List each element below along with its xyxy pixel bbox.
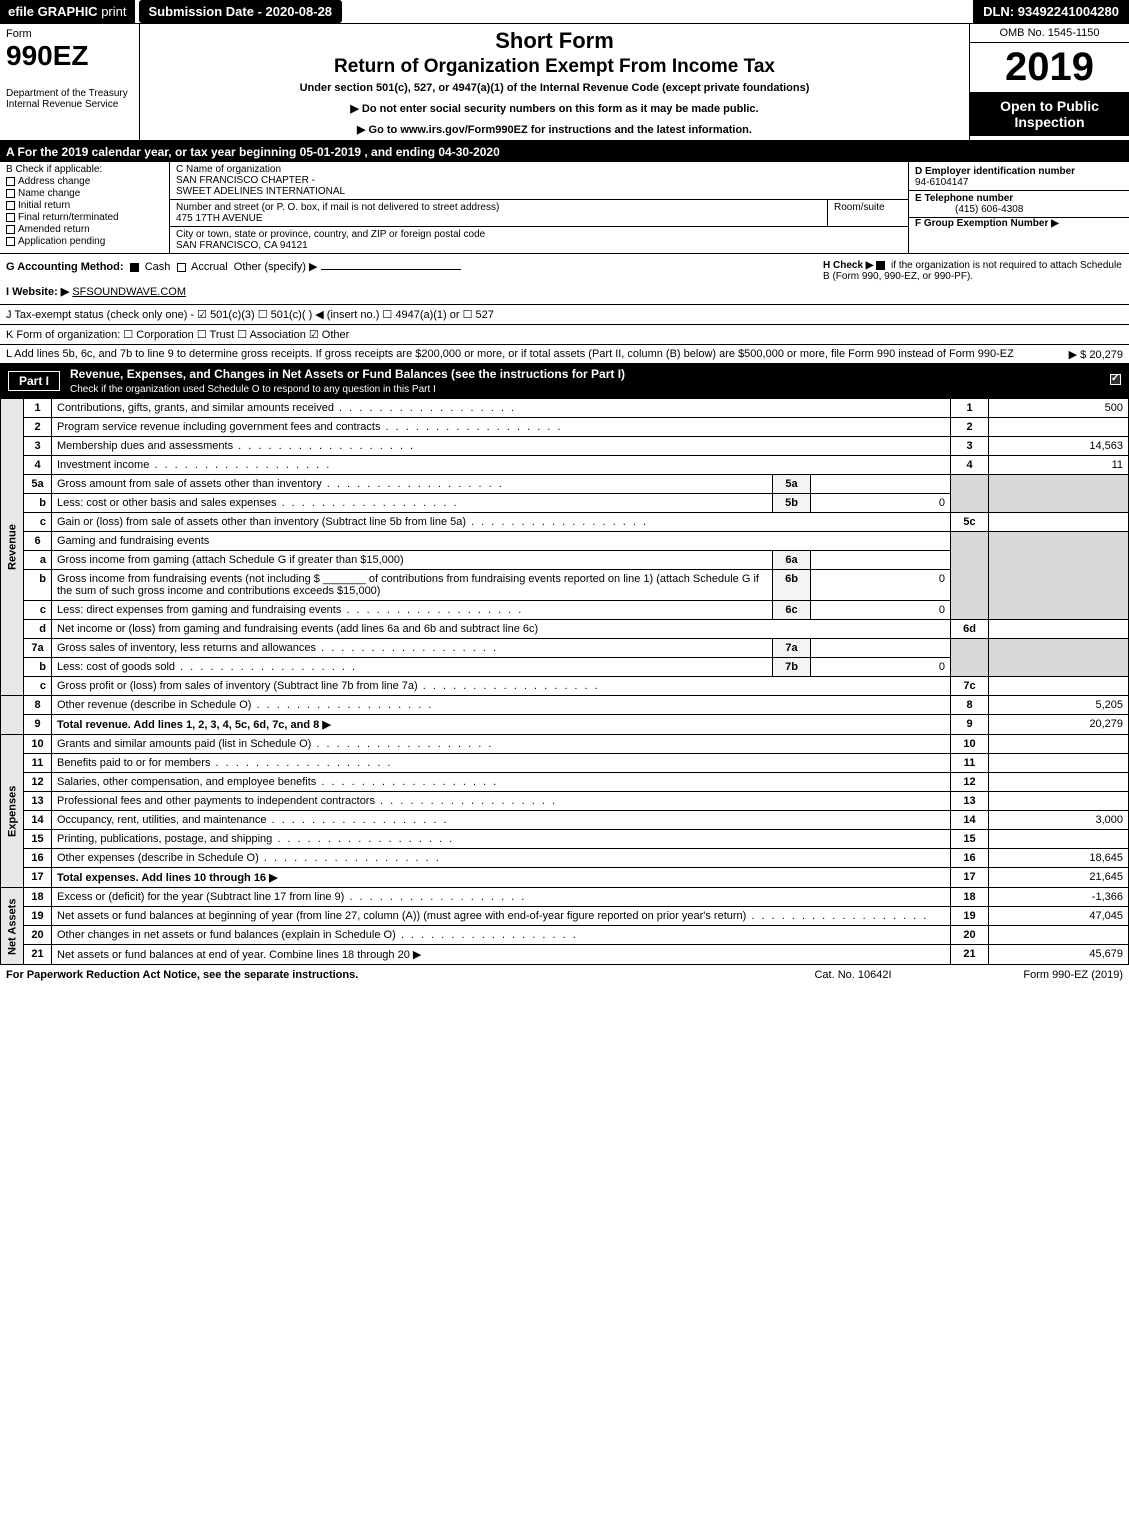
box-d: D Employer identification number 94-6104… [909, 162, 1129, 253]
efile-text: efile GRAPHIC [8, 4, 98, 19]
checkbox-amended[interactable] [6, 225, 15, 234]
org-name-2: SWEET ADELINES INTERNATIONAL [176, 186, 902, 197]
side-netassets: Net Assets [1, 888, 24, 965]
row-l: L Add lines 5b, 6c, and 7b to line 9 to … [0, 345, 1129, 364]
paperwork-notice: For Paperwork Reduction Act Notice, see … [6, 969, 763, 981]
side-revenue: Revenue [1, 399, 24, 696]
city-label: City or town, state or province, country… [176, 229, 485, 240]
open-public: Open to Public Inspection [970, 92, 1129, 136]
efile-label: efile GRAPHIC print [0, 0, 135, 23]
cat-no: Cat. No. 10642I [763, 969, 943, 981]
header-right: OMB No. 1545-1150 2019 Open to Public In… [969, 24, 1129, 140]
checkbox-h[interactable] [876, 261, 885, 270]
part1-title: Revenue, Expenses, and Changes in Net As… [70, 367, 625, 381]
room-suite-label: Room/suite [828, 200, 908, 226]
goto-link[interactable]: ▶ Go to www.irs.gov/Form990EZ for instru… [150, 123, 959, 136]
omb-number: OMB No. 1545-1150 [970, 24, 1129, 43]
group-exemption-label: F Group Exemption Number ▶ [915, 218, 1059, 229]
street-address: 475 17TH AVENUE [176, 213, 263, 224]
addr-label: Number and street (or P. O. box, if mail… [176, 202, 499, 213]
accounting-label: G Accounting Method: [6, 261, 124, 273]
checkbox-cash[interactable] [130, 263, 139, 272]
short-form-title: Short Form [150, 28, 959, 54]
checkbox-name-change[interactable] [6, 189, 15, 198]
main-title: Return of Organization Exempt From Incom… [150, 56, 959, 78]
part1-header: Part I Revenue, Expenses, and Changes in… [0, 364, 1129, 398]
tax-year: 2019 [970, 43, 1129, 92]
checkbox-address-change[interactable] [6, 177, 15, 186]
h-label: H Check ▶ [823, 260, 873, 271]
tel-label: E Telephone number [915, 193, 1013, 204]
tel-value: (415) 606-4308 [915, 204, 1023, 215]
row-k: K Form of organization: ☐ Corporation ☐ … [0, 325, 1129, 345]
dln: DLN: 93492241004280 [973, 0, 1129, 23]
checkbox-accrual[interactable] [177, 263, 186, 272]
checkbox-final-return[interactable] [6, 213, 15, 222]
checkbox-initial-return[interactable] [6, 201, 15, 210]
under-section: Under section 501(c), 527, or 4947(a)(1)… [150, 82, 959, 94]
box-b-title: B Check if applicable: [6, 164, 163, 175]
form-label: Form [6, 28, 133, 40]
side-expenses: Expenses [1, 735, 24, 888]
header-left: Form 990EZ Department of the Treasury In… [0, 24, 140, 140]
checkbox-pending[interactable] [6, 237, 15, 246]
submission-date: Submission Date - 2020-08-28 [139, 0, 343, 23]
tax-year-line: A For the 2019 calendar year, or tax yea… [0, 142, 1129, 162]
header-center: Short Form Return of Organization Exempt… [140, 24, 969, 140]
irs-label: Internal Revenue Service [6, 99, 133, 110]
row-l-amount: ▶ $ 20,279 [1069, 348, 1123, 361]
form-number: 990EZ [6, 40, 133, 72]
box-bcd-row: B Check if applicable: Address change Na… [0, 162, 1129, 254]
org-name-1: SAN FRANCISCO CHAPTER - [176, 175, 902, 186]
print-link[interactable]: print [101, 4, 126, 19]
ein-value: 94-6104147 [915, 177, 968, 188]
form-ref: Form 990-EZ (2019) [943, 969, 1123, 981]
box-b: B Check if applicable: Address change Na… [0, 162, 170, 253]
part1-sub: Check if the organization used Schedule … [70, 384, 436, 395]
dept-treasury: Department of the Treasury [6, 88, 133, 99]
main-table: Revenue 1 Contributions, gifts, grants, … [0, 398, 1129, 965]
city-state-zip: SAN FRANCISCO, CA 94121 [176, 240, 308, 251]
website-link[interactable]: SFSOUNDWAVE.COM [72, 286, 186, 298]
page-footer: For Paperwork Reduction Act Notice, see … [0, 965, 1129, 985]
website-label: I Website: ▶ [6, 286, 69, 298]
row-gh: G Accounting Method: Cash Accrual Other … [0, 254, 1129, 305]
ssn-warning: ▶ Do not enter social security numbers o… [150, 102, 959, 115]
form-header: Form 990EZ Department of the Treasury In… [0, 24, 1129, 142]
top-bar: efile GRAPHIC print Submission Date - 20… [0, 0, 1129, 24]
ein-label: D Employer identification number [915, 166, 1075, 177]
box-c-label: C Name of organization [176, 164, 902, 175]
part1-label: Part I [8, 371, 60, 391]
row-j: J Tax-exempt status (check only one) - ☑… [0, 305, 1129, 325]
box-c: C Name of organization SAN FRANCISCO CHA… [170, 162, 909, 253]
part1-checkbox[interactable] [1110, 374, 1121, 388]
